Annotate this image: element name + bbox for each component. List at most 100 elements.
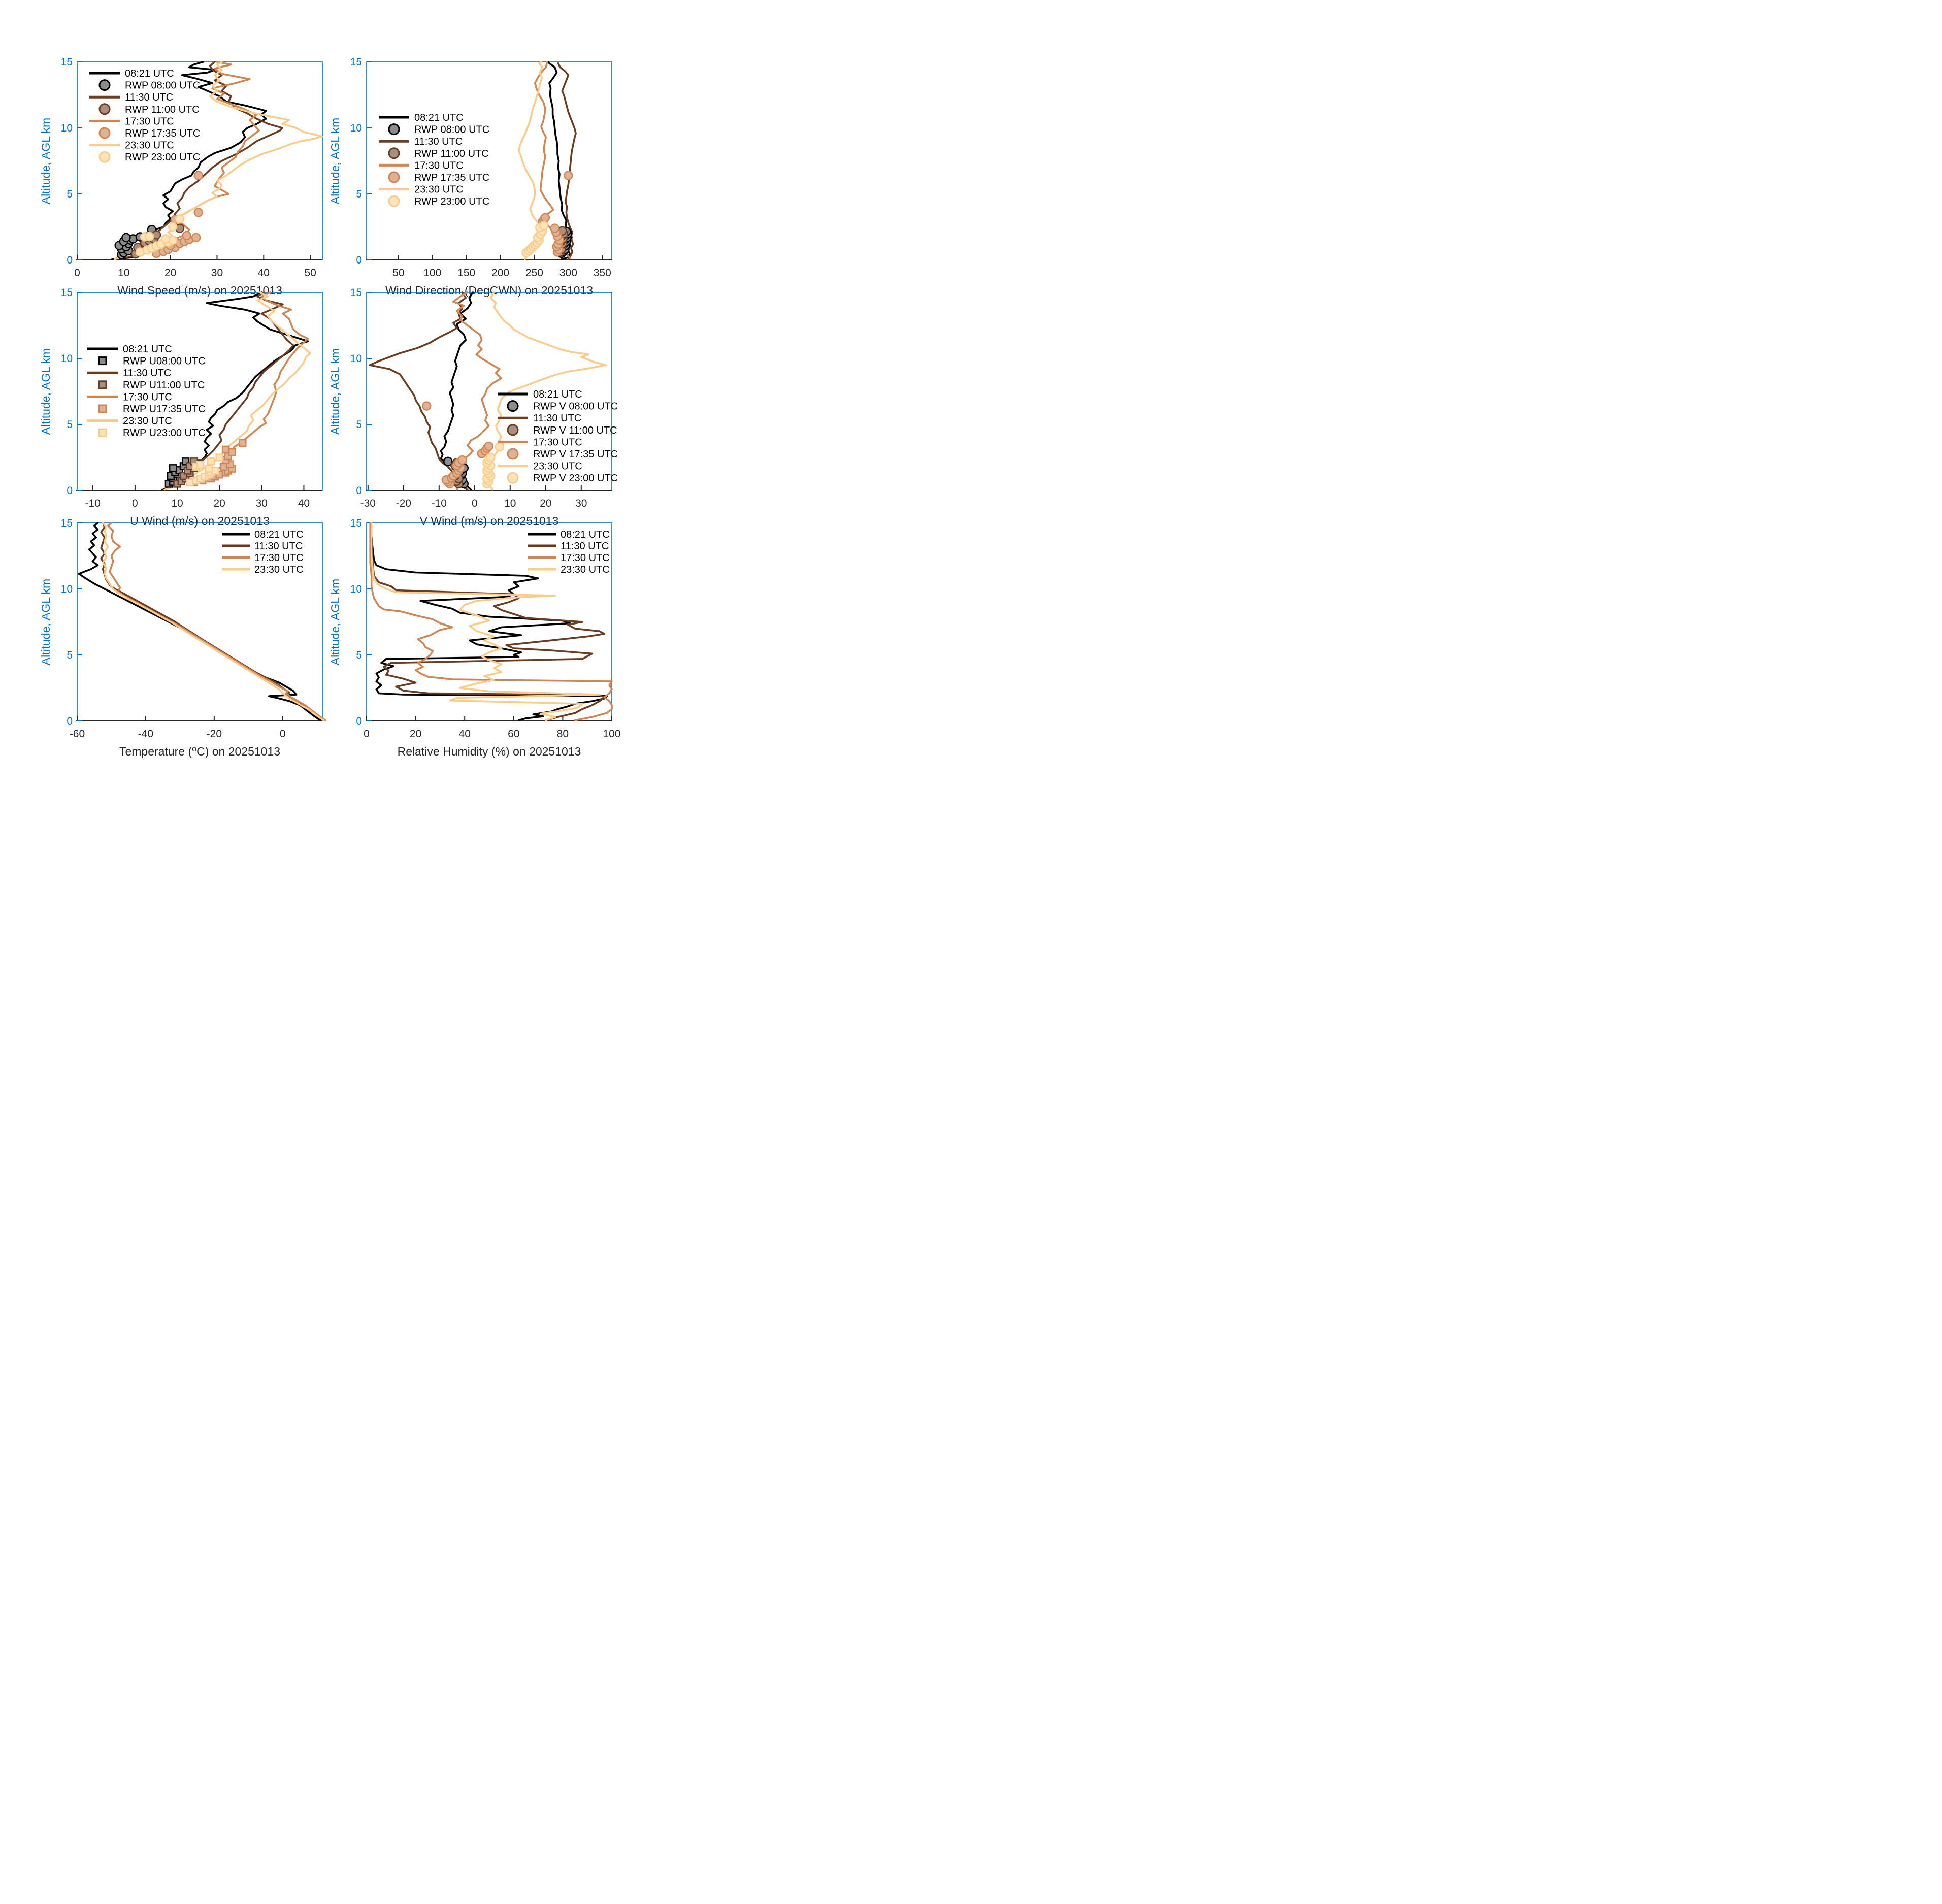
x-tick-label: 0 xyxy=(472,498,478,509)
x-tick-label: 40 xyxy=(459,728,471,740)
markers-v-wind-peach xyxy=(482,442,504,489)
y-ticks: 0 5 10 15 xyxy=(350,517,372,727)
y-tick-label: 0 xyxy=(67,715,73,727)
x-tick-label: 10 xyxy=(504,498,516,509)
x-tick-label: 150 xyxy=(457,267,475,279)
legend-item: RWP 23:00 UTC xyxy=(98,151,200,163)
y-axis-label: Altitude, AGL km xyxy=(39,579,52,665)
x-tick-label: -10 xyxy=(432,498,447,509)
y-axis-label: Altitude, AGL km xyxy=(39,348,52,435)
y-tick-label: 10 xyxy=(61,353,73,365)
x-ticks: 0 10 20 30 40 50 xyxy=(74,255,316,279)
y-tick-label: 15 xyxy=(61,56,73,68)
x-tick-label: 0 xyxy=(132,498,138,509)
legend-item: 08:21 UTC xyxy=(528,529,610,540)
legend-label: 23:30 UTC xyxy=(561,564,610,575)
x-tick-label: 60 xyxy=(508,728,519,740)
legend-label: 23:30 UTC xyxy=(414,184,464,195)
y-tick-label: 0 xyxy=(356,715,362,727)
legend-item: 08:21 UTC xyxy=(222,529,304,540)
legend-item: RWP 11:00 UTC xyxy=(98,103,200,115)
legend-item: 11:30 UTC xyxy=(379,136,463,147)
panel-relative-humidity: 0 20 40 60 80 100 0 5 10 15 Relative Humidity (%) … xyxy=(328,517,621,758)
legend-item: 17:30 UTC xyxy=(87,391,172,403)
legend-item: RWP U08:00 UTC xyxy=(98,356,206,367)
legend-label: 08:21 UTC xyxy=(254,529,304,540)
x-ticks: -10 0 10 20 30 40 xyxy=(85,485,310,509)
y-tick-label: 10 xyxy=(61,122,73,134)
legend-item: 11:30 UTC xyxy=(498,413,581,424)
y-tick-label: 0 xyxy=(356,254,362,266)
legend-label: RWP 08:00 UTC xyxy=(414,124,489,136)
legend-label: 23:30 UTC xyxy=(254,564,304,575)
legend-label: RWP U08:00 UTC xyxy=(123,356,206,367)
legend-square-sample xyxy=(98,356,107,366)
legend-label: 23:30 UTC xyxy=(533,461,582,472)
legend-label: RWP 17:35 UTC xyxy=(125,128,200,139)
figure-page: 0 10 20 30 40 50 0 5 10 15 Wind Speed (m/s) on 202… xyxy=(0,0,777,762)
legend-item: RWP 11:00 UTC xyxy=(388,147,489,159)
x-axis-label: V Wind (m/s) on 20251013 xyxy=(420,514,559,528)
x-tick-label: 20 xyxy=(164,267,176,279)
series-relative-humidity-brown xyxy=(370,522,606,721)
legend-label: 17:30 UTC xyxy=(533,437,582,448)
x-tick-label: 30 xyxy=(256,498,268,509)
legend-label: RWP V 11:00 UTC xyxy=(533,425,617,436)
legend-item: 23:30 UTC xyxy=(379,184,464,195)
y-ticks: 0 5 10 15 xyxy=(61,517,82,727)
x-ticks: 50 100 150 200 250 300 350 xyxy=(392,255,611,279)
legend-label: 17:30 UTC xyxy=(414,160,464,171)
x-axis-label: Relative Humidity (%) on 20251013 xyxy=(398,745,581,758)
y-axis-label: Altitude, AGL km xyxy=(328,348,342,435)
x-tick-label: 200 xyxy=(491,267,509,279)
legend-label: 11:30 UTC xyxy=(123,368,171,379)
legend-label: 17:30 UTC xyxy=(125,116,174,127)
legend-circle-sample xyxy=(388,147,400,159)
legend-label: 11:30 UTC xyxy=(254,541,303,552)
legend-label: RWP 23:00 UTC xyxy=(414,196,489,207)
legend-item: RWP U23:00 UTC xyxy=(98,428,206,439)
x-tick-label: 40 xyxy=(298,498,310,509)
legend-item: 11:30 UTC xyxy=(89,92,173,103)
legend-item: 17:30 UTC xyxy=(379,160,464,171)
x-tick-label: 20 xyxy=(540,498,551,509)
legend-item: RWP 17:35 UTC xyxy=(98,127,200,139)
legend-item: RWP V 23:00 UTC xyxy=(507,472,618,484)
x-ticks: -60 -40 -20 0 xyxy=(70,716,286,740)
x-tick-label: 10 xyxy=(171,498,183,509)
x-axis-label: U Wind (m/s) on 20251013 xyxy=(130,514,270,528)
legend-circle-sample xyxy=(98,103,111,115)
legend-label: RWP V 23:00 UTC xyxy=(533,473,618,484)
x-tick-label: -20 xyxy=(396,498,411,509)
legend-label: 23:30 UTC xyxy=(123,416,172,427)
legend-item: RWP V 11:00 UTC xyxy=(507,424,617,436)
legend-label: 08:21 UTC xyxy=(561,529,610,540)
markers-v-wind-tan xyxy=(422,401,493,489)
x-tick-label: 300 xyxy=(559,267,577,279)
series-v-wind-brown xyxy=(369,291,469,491)
y-axis-label: Altitude, AGL km xyxy=(328,118,342,204)
x-tick-label: 40 xyxy=(258,267,270,279)
x-tick-label: 100 xyxy=(423,267,441,279)
x-tick-label: 50 xyxy=(304,267,316,279)
x-tick-label: 20 xyxy=(410,728,421,740)
legend-label: 11:30 UTC xyxy=(125,92,173,103)
legend-label: 11:30 UTC xyxy=(533,413,581,424)
legend-label: RWP 17:35 UTC xyxy=(414,172,489,183)
legend-circle-sample xyxy=(98,79,111,91)
y-tick-label: 5 xyxy=(356,419,362,431)
legend-circle-sample xyxy=(388,171,400,183)
legend-label: 17:30 UTC xyxy=(123,391,172,403)
y-tick-label: 15 xyxy=(61,517,73,529)
legend-label: 08:21 UTC xyxy=(533,389,582,400)
legend-label: 17:30 UTC xyxy=(254,552,304,564)
y-tick-label: 0 xyxy=(356,485,362,497)
legend-circle-sample xyxy=(507,448,519,460)
legend-circle-sample xyxy=(388,195,400,207)
legend-label: RWP 11:00 UTC xyxy=(414,148,489,159)
legend-item: 08:21 UTC xyxy=(498,389,582,400)
panel-wind-direction: 50 100 150 200 250 300 350 0 5 10 15 Wind Direction… xyxy=(328,56,612,297)
